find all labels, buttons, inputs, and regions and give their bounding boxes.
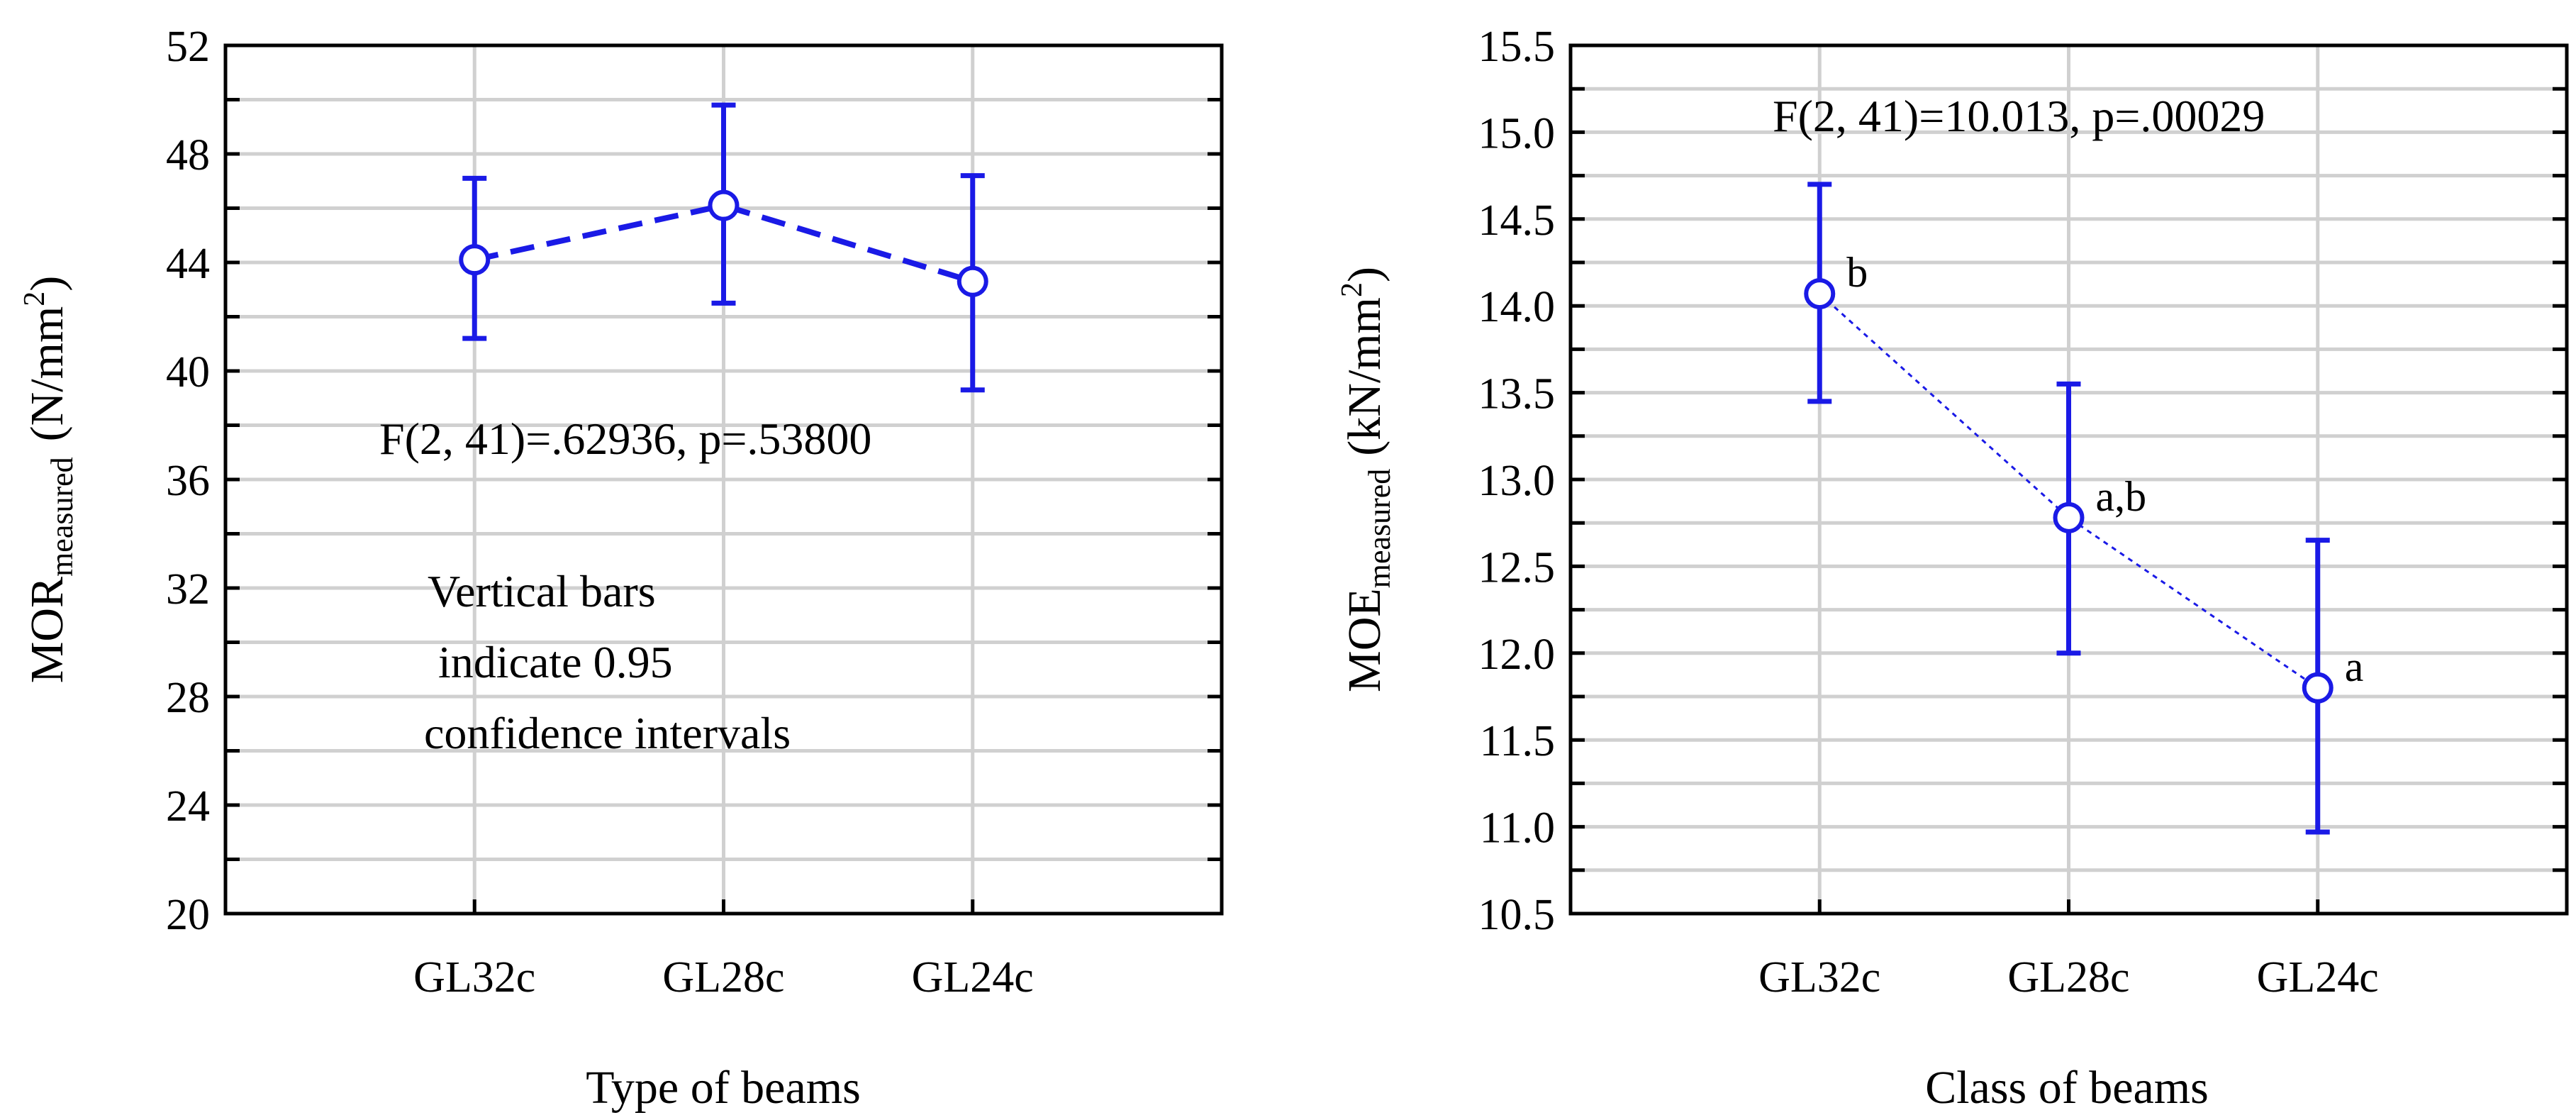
y-tick-label: 14.0 — [1478, 283, 1556, 331]
group-letter: a,b — [2096, 473, 2147, 520]
grid-lines — [1571, 45, 2567, 914]
ci-note-line-1: Vertical bars — [428, 566, 656, 616]
y-tick-label: 40 — [166, 348, 210, 397]
x-tick-label: GL32c — [1758, 953, 1880, 1002]
y-axis-title-subscript: measured — [45, 457, 79, 577]
data-marks: b a,b a — [1804, 182, 2364, 835]
y-axis-title-unit-superscript: 2 — [18, 292, 51, 306]
x-axis-title: Class of beams — [1925, 1062, 2209, 1114]
mean-point — [1804, 278, 1836, 310]
mean-connector-line — [1819, 292, 2319, 689]
x-tick-label: GL32c — [413, 953, 535, 1002]
y-axis: 20 24 28 32 36 40 44 48 52 — [166, 23, 1222, 939]
y-axis-title-unit-close: ) — [1339, 267, 1390, 282]
x-axis: GL32c GL28c GL24c — [1758, 899, 2379, 1002]
ci-note-line-3: confidence intervals — [424, 708, 791, 758]
y-tick-label: 12.0 — [1478, 631, 1556, 679]
group-letter: a — [2345, 643, 2364, 690]
y-tick-label: 11.5 — [1480, 717, 1555, 765]
y-axis-title-unit: (N/mm — [21, 306, 73, 442]
chart-panel-mor: 20 24 28 32 36 40 44 48 52 GL32c GL28c GL24c Type … — [18, 23, 1224, 1114]
y-axis-title-subscript: measured — [1362, 469, 1397, 589]
group-letter: b — [1846, 249, 1868, 296]
y-tick-label: 13.0 — [1478, 457, 1556, 505]
y-tick-label: 12.5 — [1478, 543, 1556, 592]
mean-point — [2302, 672, 2334, 704]
x-tick-label: GL24c — [912, 953, 1034, 1002]
y-axis-title-unit-superscript: 2 — [1336, 282, 1368, 297]
y-tick-label: 24 — [166, 782, 210, 831]
y-axis-title: MOEmeasured (kN/mm2) — [1336, 267, 1397, 692]
y-tick-label: 44 — [166, 240, 210, 288]
y-tick-label: 13.5 — [1478, 370, 1556, 418]
y-tick-label: 11.0 — [1480, 804, 1555, 853]
x-tick-label: GL24c — [2257, 953, 2379, 1002]
y-tick-label: 14.5 — [1478, 196, 1556, 245]
y-tick-label: 48 — [166, 131, 210, 179]
y-axis-title: MORmeasured (N/mm2) — [18, 276, 79, 684]
x-axis-title: Type of beams — [586, 1062, 861, 1114]
x-tick-label: GL28c — [662, 953, 784, 1002]
mean-point — [459, 244, 491, 276]
y-axis-title-main: MOR — [21, 577, 73, 683]
y-tick-label: 36 — [166, 457, 210, 505]
y-tick-label: 10.5 — [1478, 891, 1556, 939]
mean-point — [2053, 501, 2085, 533]
y-axis-title-main: MOE — [1339, 588, 1390, 692]
y-tick-label: 32 — [166, 565, 210, 614]
y-axis-title-unit: (kN/mm — [1339, 297, 1390, 456]
ci-note-line-2: indicate 0.95 — [438, 637, 673, 687]
y-axis-title-unit-close: ) — [21, 276, 73, 292]
y-tick-label: 28 — [166, 674, 210, 722]
y-tick-label: 20 — [166, 891, 210, 939]
y-axis: 10.5 11.0 11.5 12.0 12.5 13.0 13.5 14.0 14.5 15.0… — [1478, 23, 2567, 939]
mean-point — [957, 265, 988, 297]
mean-point — [708, 189, 740, 221]
data-marks — [459, 102, 988, 393]
anova-stat-annotation: F(2, 41)=10.013, p=.00029 — [1773, 91, 2265, 141]
anova-stat-annotation: F(2, 41)=.62936, p=.53800 — [379, 414, 871, 464]
y-tick-label: 52 — [166, 23, 210, 71]
x-tick-label: GL28c — [2007, 953, 2129, 1002]
y-tick-label: 15.5 — [1478, 23, 1556, 71]
chart-panel-moe: 10.5 11.0 11.5 12.0 12.5 13.0 13.5 14.0 14.5 15.0… — [1336, 23, 2569, 1114]
y-tick-label: 15.0 — [1478, 109, 1556, 157]
x-axis: GL32c GL28c GL24c — [413, 899, 1034, 1002]
mean-connector-line — [474, 202, 974, 284]
